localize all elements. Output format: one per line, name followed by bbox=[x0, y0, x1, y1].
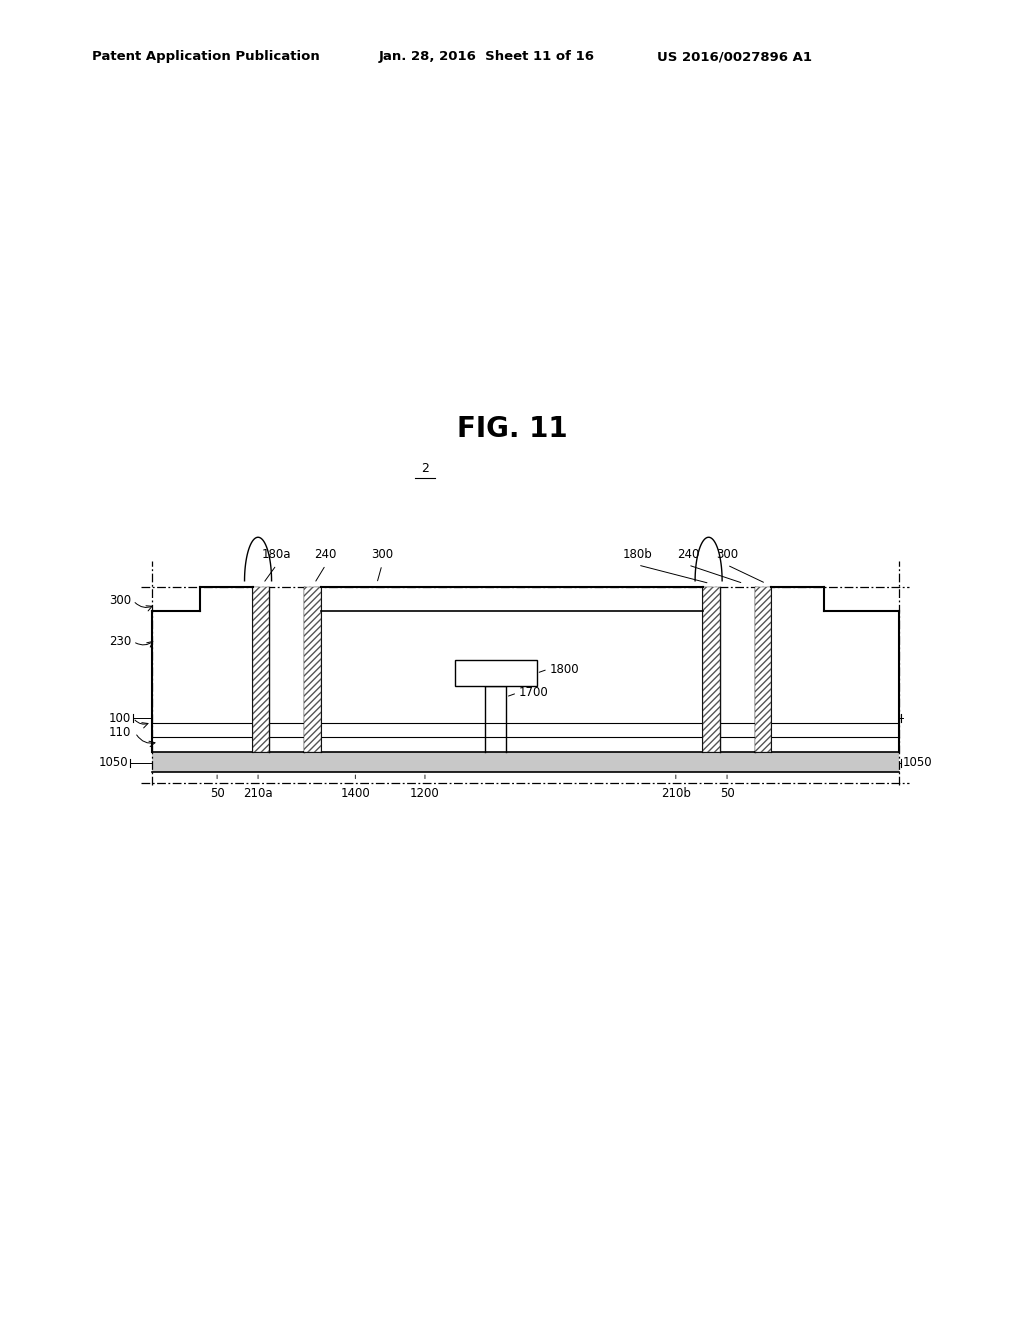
Text: 100: 100 bbox=[109, 711, 131, 725]
Text: 2: 2 bbox=[421, 462, 429, 475]
Text: 50: 50 bbox=[210, 787, 224, 800]
Text: 210a: 210a bbox=[244, 787, 272, 800]
Text: 230: 230 bbox=[109, 635, 131, 648]
Bar bbox=[304, 587, 321, 752]
Text: US 2016/0027896 A1: US 2016/0027896 A1 bbox=[657, 50, 812, 63]
Bar bbox=[455, 660, 537, 686]
Text: 1800: 1800 bbox=[550, 663, 580, 676]
Bar bbox=[703, 587, 720, 752]
Text: 240: 240 bbox=[677, 548, 699, 561]
Text: Jan. 28, 2016  Sheet 11 of 16: Jan. 28, 2016 Sheet 11 of 16 bbox=[379, 50, 595, 63]
Bar bbox=[253, 587, 269, 752]
Text: 300: 300 bbox=[716, 548, 738, 561]
Text: FIG. 11: FIG. 11 bbox=[457, 414, 567, 444]
Bar bbox=[152, 752, 899, 772]
Text: 300: 300 bbox=[371, 548, 393, 561]
Text: 1700: 1700 bbox=[519, 686, 549, 700]
Text: 300: 300 bbox=[109, 594, 131, 607]
Text: 50: 50 bbox=[720, 787, 734, 800]
Bar bbox=[755, 587, 771, 752]
Text: 180a: 180a bbox=[262, 548, 291, 561]
Text: 1050: 1050 bbox=[903, 756, 933, 770]
Text: 1200: 1200 bbox=[410, 787, 440, 800]
Text: Patent Application Publication: Patent Application Publication bbox=[92, 50, 319, 63]
Text: 180b: 180b bbox=[623, 548, 653, 561]
Text: 210b: 210b bbox=[660, 787, 691, 800]
Text: 1050: 1050 bbox=[98, 756, 128, 770]
Text: 110: 110 bbox=[109, 726, 131, 739]
Text: 1400: 1400 bbox=[340, 787, 371, 800]
Text: 240: 240 bbox=[314, 548, 337, 561]
